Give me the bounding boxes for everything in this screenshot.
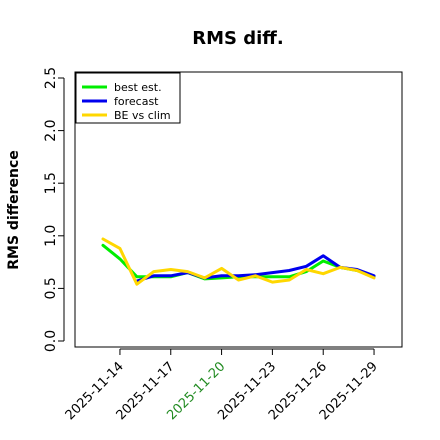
y-axis-label: RMS difference xyxy=(6,150,22,270)
x-axis: 2025-11-142025-11-172025-11-202025-11-23… xyxy=(63,348,381,423)
y-tick-label: 1.0 xyxy=(43,225,59,247)
y-tick-label: 0.5 xyxy=(43,277,59,299)
plot-area xyxy=(74,71,403,348)
y-tick-label: 2.0 xyxy=(43,119,59,141)
chart-title: RMS diff. xyxy=(192,28,283,49)
legend-label: best est. xyxy=(114,81,162,94)
y-axis: 0.0 0.5 1.0 1.5 2.0 2.5 xyxy=(43,67,65,352)
legend-label: forecast xyxy=(114,95,159,108)
legend-label: BE vs clim xyxy=(114,109,171,122)
y-tick-label: 1.5 xyxy=(43,172,59,194)
y-tick-label: 2.5 xyxy=(43,67,59,89)
y-tick-label: 0.0 xyxy=(43,330,59,352)
series-lines xyxy=(101,237,376,286)
series-line-be-vs-clim xyxy=(101,237,376,286)
